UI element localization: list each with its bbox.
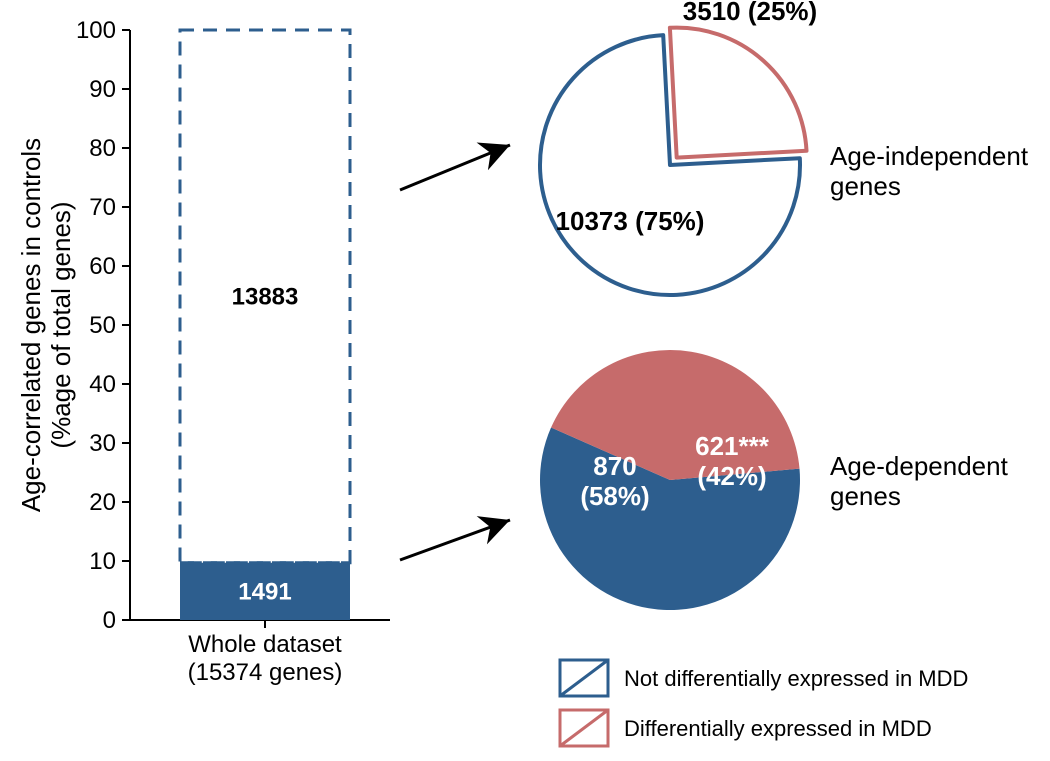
pie-top-slice-1 <box>670 28 807 158</box>
bar-lower-value: 1491 <box>238 578 291 605</box>
legend-label-1: Differentially expressed in MDD <box>624 716 932 741</box>
arrow-top <box>400 145 510 190</box>
pie-top-label-0: 10373 (75%) <box>556 206 705 236</box>
y-tick-label: 60 <box>89 253 116 280</box>
y-tick-label: 90 <box>89 76 116 103</box>
arrow-bottom <box>400 520 510 560</box>
pie-bottom-label-1: 621***(42%) <box>695 431 770 491</box>
y-tick-label: 100 <box>76 17 116 44</box>
pie-top-slice-0 <box>540 35 800 295</box>
y-tick-label: 20 <box>89 489 116 516</box>
y-tick-label: 70 <box>89 194 116 221</box>
y-tick-label: 10 <box>89 548 116 575</box>
y-tick-label: 80 <box>89 135 116 162</box>
y-tick-label: 0 <box>103 607 116 634</box>
y-axis-title: Age-correlated genes in controls(%age of… <box>16 138 76 512</box>
x-label-line1: Whole dataset <box>188 631 342 658</box>
bar-upper-value: 13883 <box>232 283 299 310</box>
legend-label-0: Not differentially expressed in MDD <box>624 666 968 691</box>
x-label-line2: (15374 genes) <box>188 659 343 686</box>
pie-top-label-1: 3510 (25%) <box>683 0 817 26</box>
y-tick-label: 40 <box>89 371 116 398</box>
pie-top-group-label: Age-independentgenes <box>830 141 1029 201</box>
pie-bottom-group-label: Age-dependentgenes <box>830 451 1009 511</box>
y-tick-label: 50 <box>89 312 116 339</box>
y-tick-label: 30 <box>89 430 116 457</box>
